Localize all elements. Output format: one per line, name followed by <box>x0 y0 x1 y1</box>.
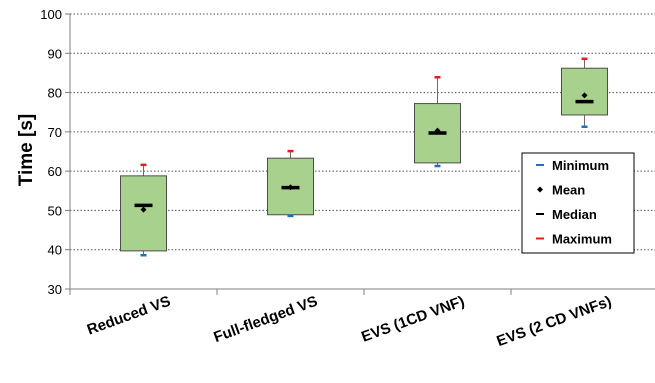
y-tick-label: 80 <box>48 86 62 101</box>
box-body <box>120 175 167 252</box>
x-category-labels: Reduced VS Full-fledged VS EVS (1CD VNF) EV… <box>85 293 614 350</box>
grid <box>70 13 655 251</box>
legend-label: Median <box>552 207 597 222</box>
box-4 <box>561 57 608 128</box>
category-label: Reduced VS <box>85 293 173 339</box>
mean-marker <box>140 206 147 213</box>
y-tick-labels: 30 40 50 60 70 80 90 100 <box>40 7 62 297</box>
y-tick-label: 90 <box>48 46 62 61</box>
legend-label: Minimum <box>552 158 609 173</box>
y-axis-title: Time [s] <box>16 114 37 187</box>
y-tick-label: 40 <box>48 243 62 258</box>
box-2 <box>267 149 314 218</box>
axes <box>65 13 655 295</box>
legend-label: Mean <box>552 183 585 198</box>
legend-marker <box>537 186 543 193</box>
mean-marker <box>434 127 441 134</box>
category-label: Full-fledged VS <box>211 293 319 346</box>
y-tick-label: 100 <box>40 7 62 22</box>
box-1 <box>120 163 167 257</box>
mean-marker <box>287 184 294 191</box>
mean-marker <box>581 92 588 99</box>
y-tick-label: 50 <box>48 203 62 218</box>
box-body <box>561 67 608 116</box>
category-label: EVS (2 CD VNFs) <box>494 293 613 350</box>
boxes <box>120 57 608 257</box>
y-tick-label: 60 <box>48 164 62 179</box>
category-label: EVS (1CD VNF) <box>359 293 467 346</box>
legend: Minimum Mean Median Maximum <box>521 152 635 254</box>
y-tick-label: 70 <box>48 125 62 140</box>
legend-box <box>521 152 635 254</box>
box-3 <box>414 76 461 168</box>
y-tick-label: 30 <box>48 282 62 297</box>
legend-label: Maximum <box>552 232 612 247</box>
